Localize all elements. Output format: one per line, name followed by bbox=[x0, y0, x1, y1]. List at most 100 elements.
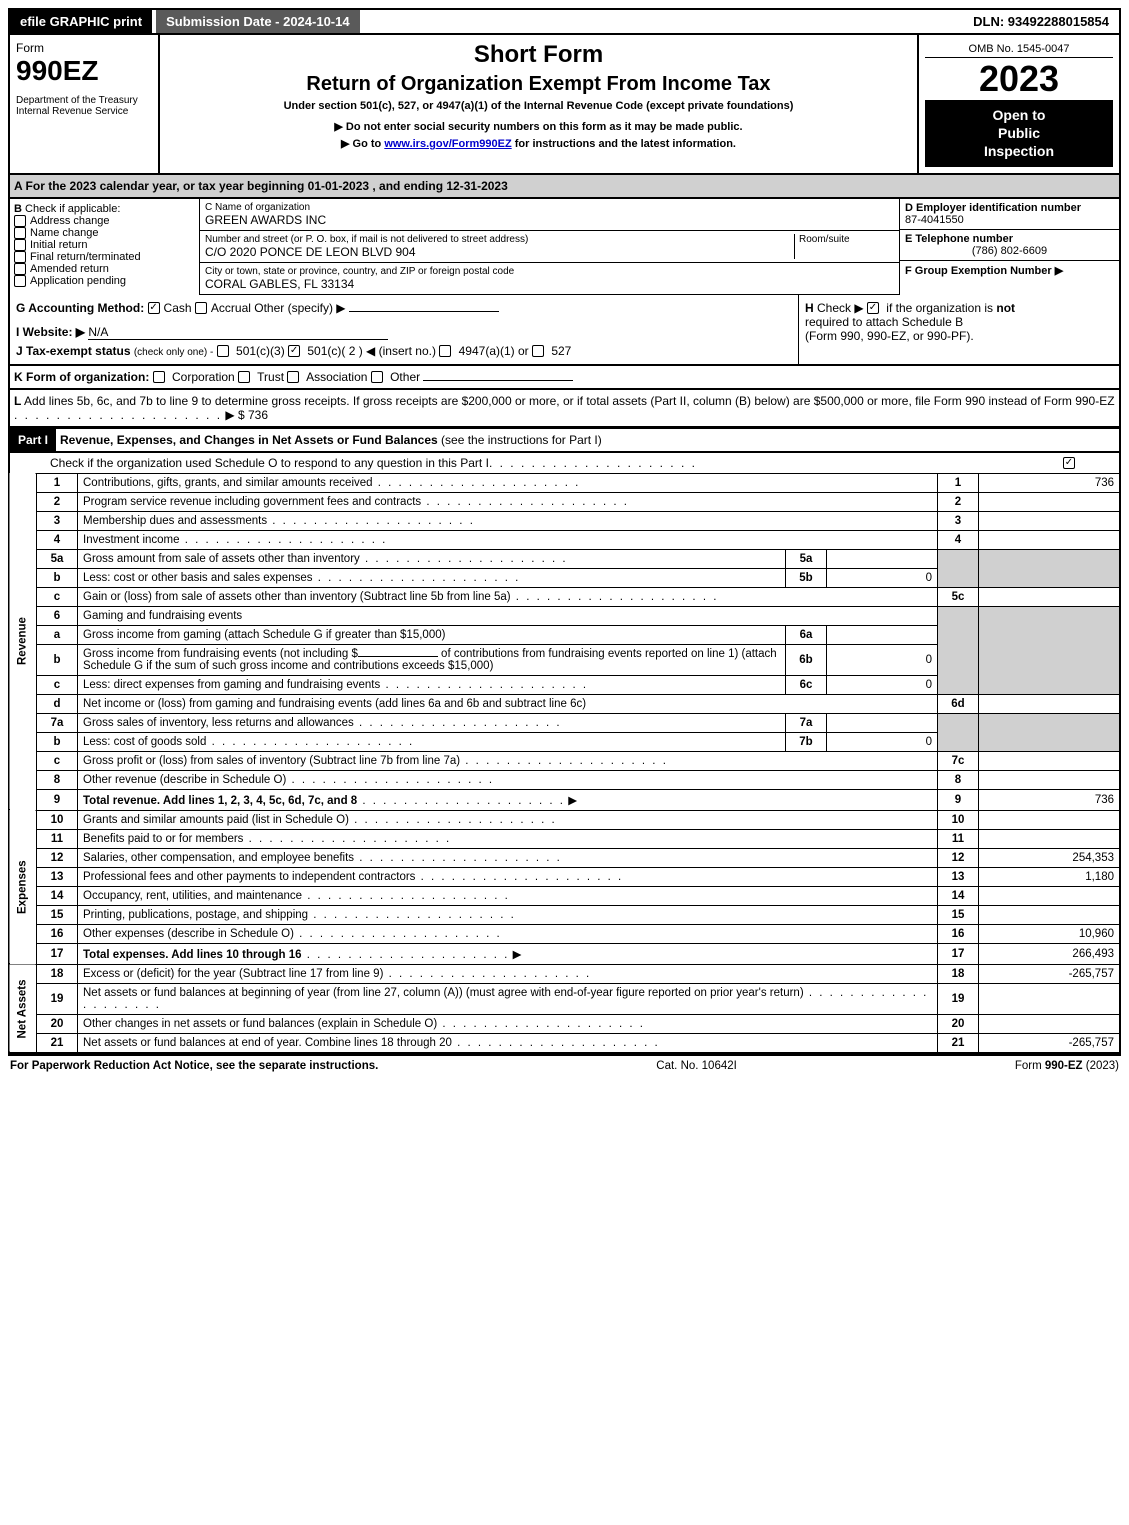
website-value: N/A bbox=[88, 325, 388, 340]
ein-value: 87-4041550 bbox=[905, 214, 1114, 226]
section-a-text: A For the 2023 calendar year, or tax yea… bbox=[14, 179, 508, 193]
l16-val: 10,960 bbox=[979, 924, 1121, 943]
l20-desc: Other changes in net assets or fund bala… bbox=[83, 1018, 437, 1030]
efile-print-label[interactable]: efile GRAPHIC print bbox=[10, 10, 152, 33]
l21-val: -265,757 bbox=[979, 1033, 1121, 1053]
l18-val: -265,757 bbox=[979, 964, 1121, 983]
group-exempt-label: F Group Exemption Number ▶ bbox=[905, 265, 1063, 277]
l4-val bbox=[979, 530, 1121, 549]
l7c-val bbox=[979, 751, 1121, 770]
line-5a: 5a Gross amount from sale of assets othe… bbox=[9, 549, 1120, 568]
b-check-label: Check if applicable: bbox=[25, 203, 120, 215]
l6-num: 6 bbox=[37, 606, 78, 625]
l10-box: 10 bbox=[938, 810, 979, 829]
l7-shade2 bbox=[979, 713, 1121, 751]
section-b: B Check if applicable: Address change Na… bbox=[10, 199, 200, 295]
ein-label: D Employer identification number bbox=[905, 202, 1081, 214]
line-2: 2 Program service revenue including gove… bbox=[9, 492, 1120, 511]
line-16: 16 Other expenses (describe in Schedule … bbox=[9, 924, 1120, 943]
section-l: L Add lines 5b, 6c, and 7b to line 9 to … bbox=[8, 390, 1121, 428]
501c-checkbox[interactable] bbox=[288, 345, 300, 357]
l-text: Add lines 5b, 6c, and 7b to line 9 to de… bbox=[24, 394, 1115, 408]
l19-num: 19 bbox=[37, 983, 78, 1014]
line-8: 8 Other revenue (describe in Schedule O)… bbox=[9, 770, 1120, 789]
l16-dots bbox=[294, 928, 502, 940]
schedule-o-checkbox[interactable] bbox=[1063, 457, 1075, 469]
revenue-vert-label: Revenue bbox=[9, 473, 37, 810]
l20-num: 20 bbox=[37, 1014, 78, 1033]
527-checkbox[interactable] bbox=[532, 345, 544, 357]
name-change-checkbox[interactable] bbox=[14, 227, 26, 239]
l6a-sub: 6a bbox=[786, 625, 827, 644]
h-text4: required to attach Schedule B bbox=[805, 315, 1113, 329]
l12-desc: Salaries, other compensation, and employ… bbox=[83, 852, 354, 864]
line-20: 20 Other changes in net assets or fund b… bbox=[9, 1014, 1120, 1033]
l3-dots bbox=[267, 515, 475, 527]
l12-dots bbox=[354, 852, 562, 864]
assoc-checkbox[interactable] bbox=[287, 371, 299, 383]
part1-check-dots bbox=[489, 456, 1055, 470]
city-label: City or town, state or province, country… bbox=[205, 266, 894, 277]
expenses-vert-label: Expenses bbox=[9, 810, 37, 964]
corp-checkbox[interactable] bbox=[153, 371, 165, 383]
inspection-line3: Inspection bbox=[931, 142, 1107, 160]
line-15: 15 Printing, publications, postage, and … bbox=[9, 905, 1120, 924]
l9-val: 736 bbox=[979, 789, 1121, 810]
l7b-desc: Less: cost of goods sold bbox=[83, 736, 206, 748]
l17-arrow: ▶ bbox=[513, 949, 522, 961]
room-label: Room/suite bbox=[799, 234, 894, 245]
section-g: G Accounting Method: Cash Accrual Other … bbox=[10, 295, 799, 364]
accrual-checkbox[interactable] bbox=[195, 302, 207, 314]
l17-val: 266,493 bbox=[979, 943, 1121, 964]
trust-checkbox[interactable] bbox=[238, 371, 250, 383]
l10-num: 10 bbox=[37, 810, 78, 829]
l4-dots bbox=[180, 534, 388, 546]
l19-val bbox=[979, 983, 1121, 1014]
501c3-checkbox[interactable] bbox=[217, 345, 229, 357]
phone-cell: E Telephone number (786) 802-6609 bbox=[900, 230, 1119, 261]
l2-val bbox=[979, 492, 1121, 511]
part1-label: Part I bbox=[10, 429, 56, 451]
phone-value: (786) 802-6609 bbox=[905, 245, 1114, 257]
app-pending-checkbox[interactable] bbox=[14, 275, 26, 287]
line-19: 19 Net assets or fund balances at beginn… bbox=[9, 983, 1120, 1014]
l19-desc: Net assets or fund balances at beginning… bbox=[83, 987, 804, 999]
street-value: C/O 2020 PONCE DE LEON BLVD 904 bbox=[205, 245, 794, 259]
irs-link[interactable]: www.irs.gov/Form990EZ bbox=[384, 138, 511, 150]
org-name-value: GREEN AWARDS INC bbox=[205, 213, 894, 227]
main-title: Return of Organization Exempt From Incom… bbox=[164, 73, 913, 96]
cash-checkbox[interactable] bbox=[148, 302, 160, 314]
final-return-checkbox[interactable] bbox=[14, 251, 26, 263]
h-text2: if the organization is bbox=[886, 301, 993, 315]
l11-num: 11 bbox=[37, 829, 78, 848]
l5-shade2 bbox=[979, 549, 1121, 587]
other-org-checkbox[interactable] bbox=[371, 371, 383, 383]
l12-box: 12 bbox=[938, 848, 979, 867]
l5-shade1 bbox=[938, 549, 979, 587]
l6-shade2 bbox=[979, 606, 1121, 694]
l-arrow: ▶ $ bbox=[225, 408, 244, 422]
section-def: D Employer identification number 87-4041… bbox=[899, 199, 1119, 295]
l21-dots bbox=[452, 1037, 660, 1049]
l11-dots bbox=[243, 833, 451, 845]
addr-change-checkbox[interactable] bbox=[14, 215, 26, 227]
l15-dots bbox=[308, 909, 516, 921]
footer-left: For Paperwork Reduction Act Notice, see … bbox=[10, 1060, 378, 1072]
l18-num: 18 bbox=[37, 964, 78, 983]
amended-return-checkbox[interactable] bbox=[14, 263, 26, 275]
4947-checkbox[interactable] bbox=[439, 345, 451, 357]
l6b-blank bbox=[358, 656, 438, 657]
line-4: 4 Investment income 4 bbox=[9, 530, 1120, 549]
addr-change-label: Address change bbox=[30, 215, 110, 227]
schedule-b-checkbox[interactable] bbox=[867, 302, 879, 314]
l-label: L bbox=[14, 394, 21, 408]
h-label: H bbox=[805, 301, 814, 315]
dln-number: DLN: 93492288015854 bbox=[963, 10, 1119, 33]
part1-instr: (see the instructions for Part I) bbox=[441, 433, 602, 447]
l7b-sub: 7b bbox=[786, 732, 827, 751]
initial-return-checkbox[interactable] bbox=[14, 239, 26, 251]
l10-desc: Grants and similar amounts paid (list in… bbox=[83, 814, 349, 826]
l20-box: 20 bbox=[938, 1014, 979, 1033]
part1-title-text: Revenue, Expenses, and Changes in Net As… bbox=[60, 433, 438, 447]
l6d-num: d bbox=[37, 694, 78, 713]
